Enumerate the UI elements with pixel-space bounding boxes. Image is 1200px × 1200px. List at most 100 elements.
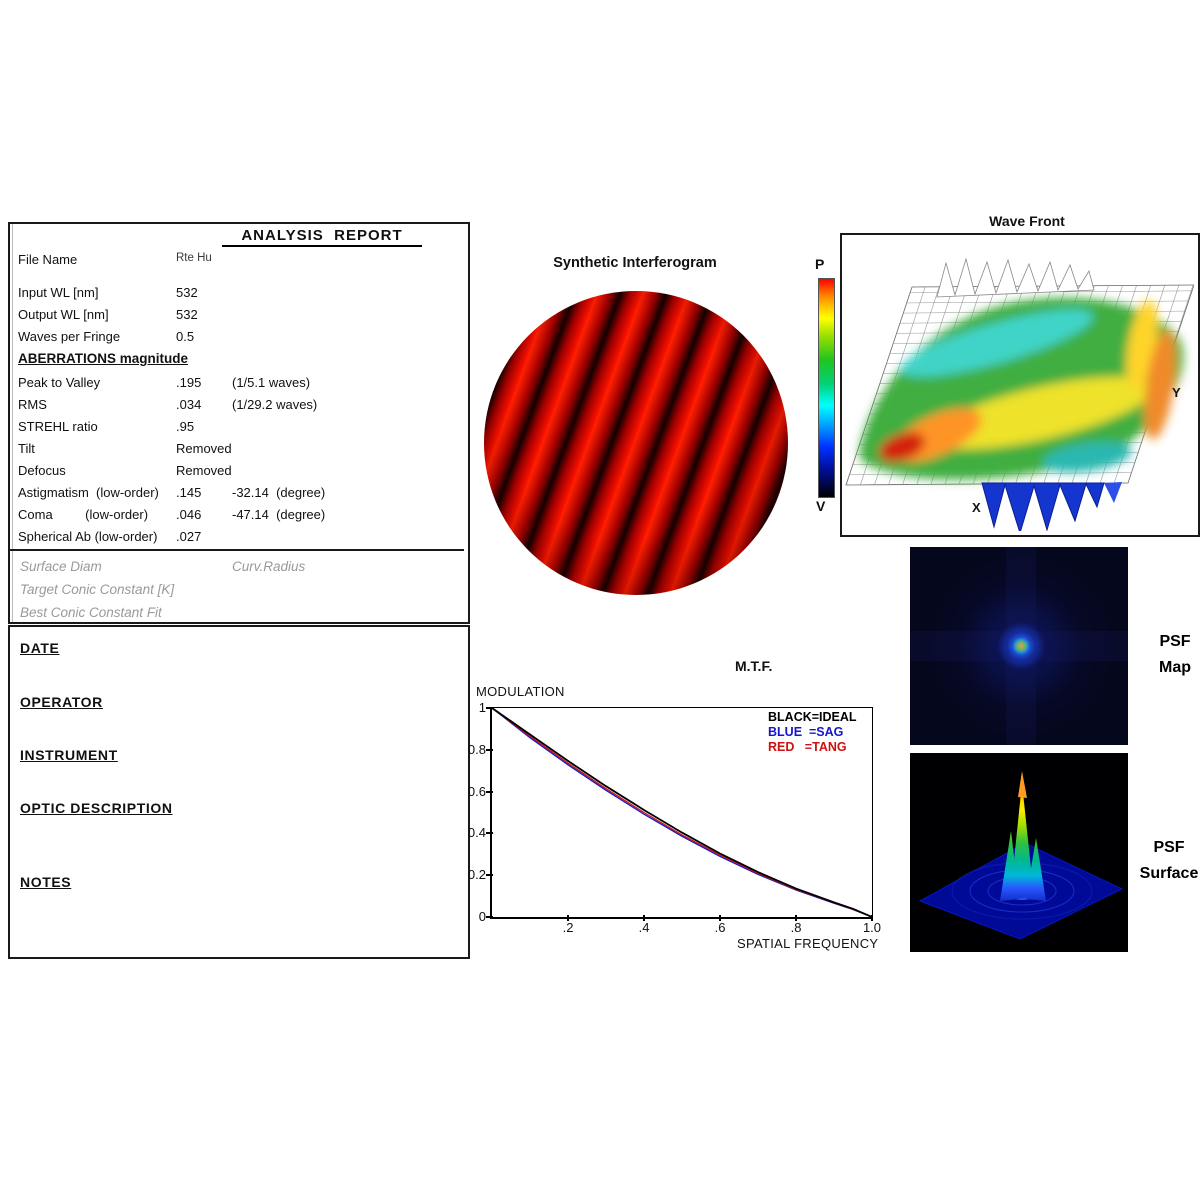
analysis-report-title: ANALYSIS REPORT — [222, 227, 422, 247]
wavefront-valley-label: V — [816, 498, 826, 514]
mtf-y-tick-label: 1 — [478, 700, 486, 715]
analysis-report-panel: ANALYSIS REPORT File Name Rte Hu Input WL … — [8, 222, 470, 624]
report-row: File Name Rte Hu — [10, 252, 468, 272]
mtf-plot-area: BLACK=IDEAL BLUE =SAG RED =TANG 1 0.8 0.6 0.4… — [468, 700, 881, 935]
wavefront-surface-plot — [845, 257, 1195, 535]
interferogram-title: Synthetic Interferogram — [553, 255, 717, 271]
gray-row-target-conic: Target Conic Constant [K] — [10, 582, 468, 604]
report-row-label: Input WL [nm] — [18, 285, 99, 300]
report-row-label: File Name — [18, 252, 78, 267]
report-row-value: .027 — [176, 529, 202, 544]
surface-diam-label: Surface Diam — [20, 559, 102, 574]
wavefront-valley-spike-small — [1104, 482, 1122, 503]
report-row: Spherical Ab (low-order) .027 — [10, 529, 468, 549]
report-row: Defocus Removed — [10, 463, 468, 483]
wavefront-valley-spikes — [981, 482, 1105, 535]
mtf-curve-ideal — [492, 708, 872, 917]
mtf-y-axis-label: MODULATION — [476, 684, 565, 699]
mtf-y-tick-mark — [486, 832, 493, 835]
report-row-label: RMS — [18, 397, 47, 412]
report-row: Peak to Valley .195 (1/5.1 waves) — [10, 375, 468, 395]
curv-radius-label: Curv.Radius — [232, 559, 306, 574]
mtf-legend: BLACK=IDEAL BLUE =SAG RED =TANG — [768, 710, 857, 755]
mtf-legend-item: BLUE =SAG — [768, 725, 844, 739]
report-row-label: Spherical Ab (low-order) — [18, 529, 158, 544]
report-row-extra: -47.14 (degree) — [232, 507, 326, 522]
info-section-date: DATE — [20, 640, 60, 656]
report-row-label: Coma (low-order) — [18, 507, 149, 522]
gray-row-best-conic: Best Conic Constant Fit — [10, 605, 468, 627]
report-row-value: 532 — [176, 307, 198, 322]
psf-map-glow-horizontal — [910, 631, 1128, 661]
report-row-value: .195 — [176, 375, 202, 390]
info-section-notes: NOTES — [20, 874, 72, 890]
report-row-label: Peak to Valley — [18, 375, 101, 390]
mtf-x-tick-mark — [719, 915, 721, 921]
psf-surface-image — [910, 753, 1128, 952]
mtf-x-tick-mark — [795, 915, 797, 921]
mtf-legend-item: BLACK=IDEAL — [768, 710, 857, 724]
mtf-x-tick-label: .4 — [638, 920, 650, 935]
mtf-x-tick-mark — [871, 915, 873, 921]
wavefront-title: Wave Front — [989, 213, 1065, 229]
wavefront-colorbar — [818, 278, 835, 498]
info-section-operator: OPERATOR — [20, 694, 103, 710]
report-row-value: Removed — [176, 441, 232, 456]
report-row: Tilt Removed — [10, 441, 468, 461]
wavefront-x-axis-label: X — [972, 500, 981, 515]
report-row-value: 532 — [176, 285, 198, 300]
info-section-optic-description: OPTIC DESCRIPTION — [20, 800, 173, 816]
psf-surface-spike — [1000, 771, 1046, 901]
report-row-label: STREHL ratio — [18, 419, 98, 434]
psf-map-glow-vertical — [1006, 547, 1036, 745]
report-row-value: Removed — [176, 463, 232, 478]
info-section-instrument: INSTRUMENT — [20, 747, 118, 763]
wavefront-clipped-spikes — [936, 257, 1095, 298]
report-row: Coma (low-order) .046 -47.14 (degree) — [10, 507, 468, 527]
report-row-value: .145 — [176, 485, 202, 500]
report-row-label: Tilt — [18, 441, 35, 456]
target-conic-label: Target Conic Constant [K] — [20, 582, 175, 597]
wavefront-y-axis-label: Y — [1172, 385, 1181, 400]
report-row-value: .95 — [176, 419, 195, 434]
gray-row-surface: Surface Diam Curv.Radius — [10, 559, 468, 581]
mtf-x-tick-mark — [567, 915, 569, 921]
mtf-curves — [492, 708, 872, 917]
mtf-y-tick-mark — [486, 748, 493, 751]
mtf-title: M.T.F. — [735, 658, 773, 674]
mtf-y-tick-label: 0.8 — [467, 741, 486, 757]
psf-surface-label-line1: PSF — [1153, 839, 1185, 856]
mtf-y-tick-label: 0.4 — [467, 825, 486, 841]
mtf-x-tick-label: .6 — [714, 920, 726, 935]
psf-map-label-line1: PSF — [1159, 633, 1191, 650]
info-panel: DATE OPERATOR INSTRUMENT OPTIC DESCRIPTION N… — [8, 625, 470, 959]
mtf-y-tick-mark — [486, 707, 493, 709]
report-row-label: Defocus — [18, 463, 66, 478]
mtf-y-tick-mark — [486, 874, 493, 877]
report-row-label: ABERRATIONS magnitude — [18, 351, 189, 366]
mtf-x-tick-label: 1.0 — [862, 920, 882, 935]
report-separator-line — [10, 549, 464, 551]
report-row-value: Rte Hu — [176, 252, 212, 264]
report-row: Input WL [nm] 532 — [10, 285, 468, 305]
report-row: Astigmatism (low-order) .145 -32.14 (degre… — [10, 485, 468, 505]
mtf-x-tick-label: .2 — [562, 920, 574, 935]
wavefront-color-surface — [859, 297, 1184, 480]
interferogram-fringe-image — [484, 291, 788, 595]
report-row-value: 0.5 — [176, 329, 195, 344]
report-row-value: .034 — [176, 397, 202, 412]
mtf-legend-item: RED =TANG — [768, 740, 847, 754]
mtf-x-tick-mark — [643, 915, 645, 921]
report-row: RMS .034 (1/29.2 waves) — [10, 397, 468, 417]
report-row-extra: (1/29.2 waves) — [232, 397, 318, 412]
mtf-y-tick-label: 0.6 — [467, 783, 486, 799]
mtf-y-tick-label: 0 — [478, 909, 486, 924]
psf-map-label: PSF Map — [1130, 629, 1200, 681]
report-row-value: .046 — [176, 507, 202, 522]
report-row: STREHL ratio .95 — [10, 419, 468, 439]
report-row-label: Output WL [nm] — [18, 307, 109, 322]
psf-map-label-line2: Map — [1159, 659, 1191, 676]
report-row-label: Astigmatism (low-order) — [18, 485, 159, 500]
report-row-extra: (1/5.1 waves) — [232, 375, 311, 390]
psf-surface-plot — [918, 771, 1124, 940]
